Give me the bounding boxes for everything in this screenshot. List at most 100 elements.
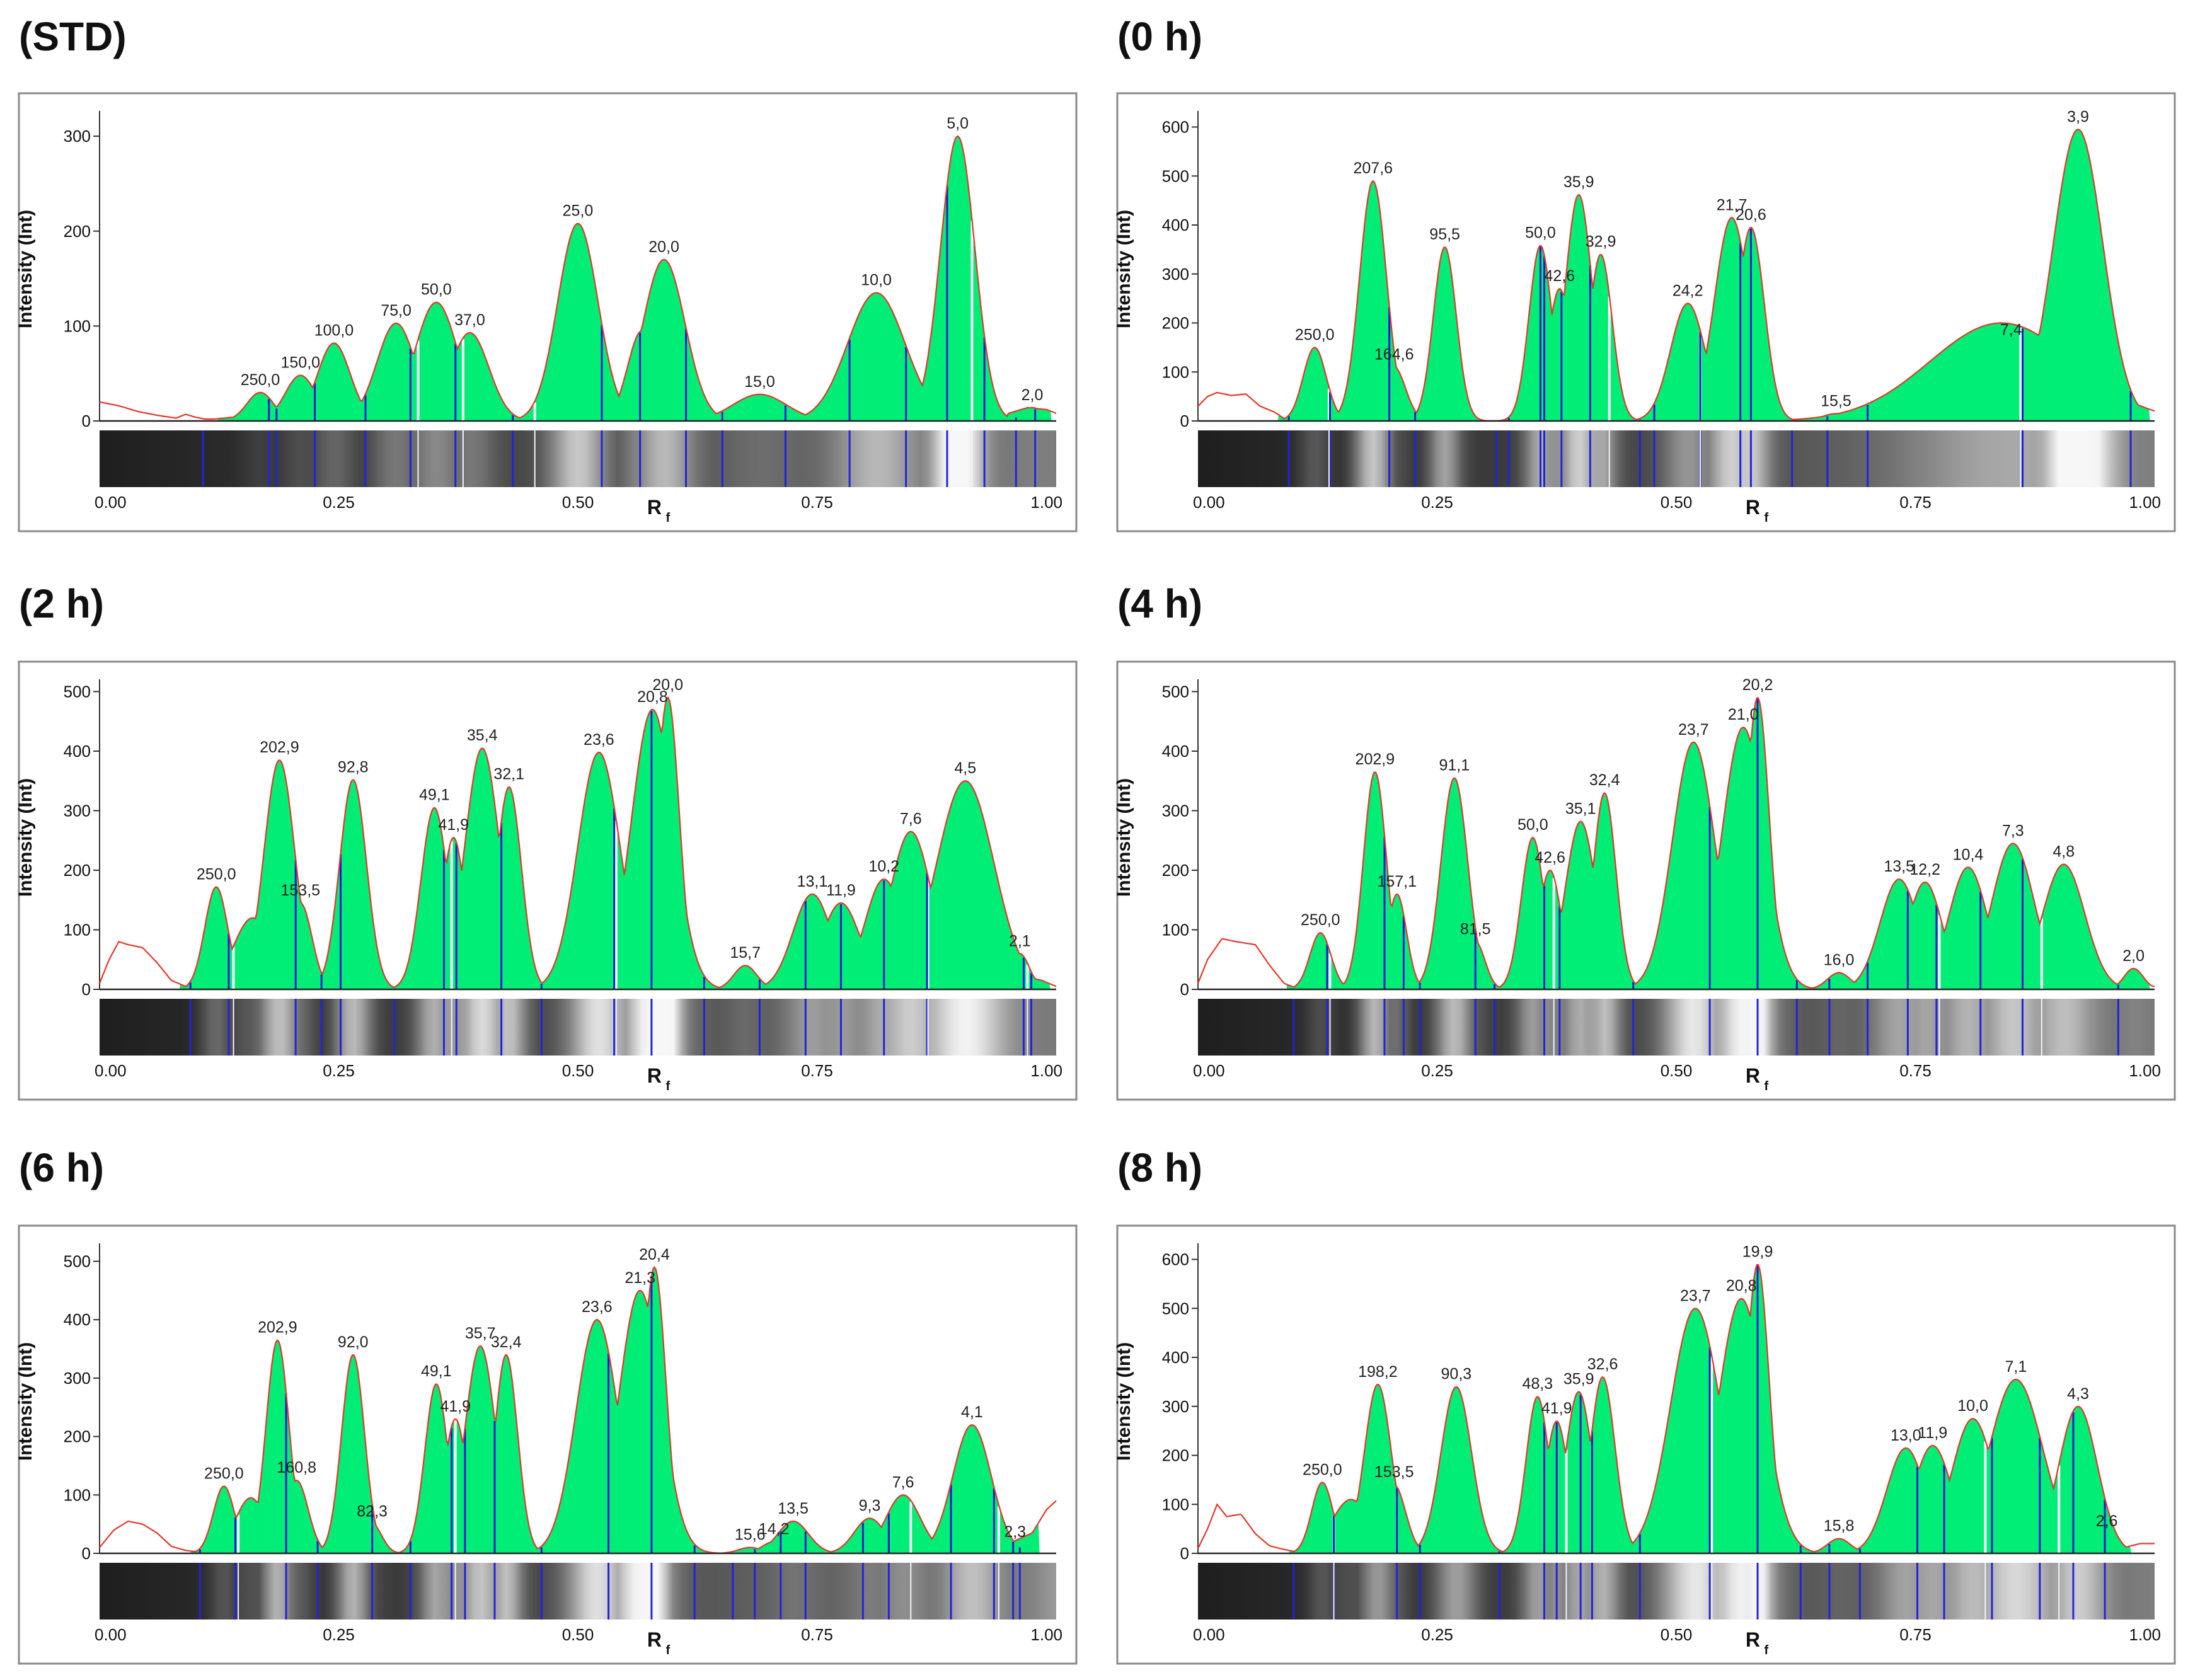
peak-label: 32,4 bbox=[491, 1333, 522, 1351]
peak-label: 250,0 bbox=[1303, 1461, 1342, 1478]
gel-strip bbox=[1198, 430, 2155, 487]
y-tick-label: 600 bbox=[1162, 118, 1189, 137]
y-tick-label: 400 bbox=[64, 742, 91, 761]
intensity-curve bbox=[1197, 129, 2155, 422]
peak-label: 207,6 bbox=[1354, 159, 1393, 177]
x-axis-label: R bbox=[647, 496, 662, 519]
peak-label: 15,0 bbox=[744, 373, 775, 391]
densitogram-panel-0: (STD) Intensity (Int) 0 100 200 300 250,0150,0… bbox=[15, 14, 1078, 532]
x-tick-label: 1.00 bbox=[2129, 1625, 2161, 1644]
x-tick-label: 0.75 bbox=[1899, 1061, 1932, 1080]
peak-label: 35,9 bbox=[1563, 1370, 1594, 1388]
densitogram-panel-4: (6 h) Intensity (Int) 0 100 200 300 400 500 250,… bbox=[15, 1145, 1078, 1665]
y-tick-label: 200 bbox=[1162, 314, 1189, 333]
peak-label: 250,0 bbox=[1295, 326, 1335, 343]
peak-label: 3,9 bbox=[2067, 108, 2089, 125]
y-tick-label: 0 bbox=[82, 980, 91, 999]
peak-label: 7,3 bbox=[2002, 822, 2024, 839]
y-axis-label: Intensity (Int) bbox=[1114, 210, 1134, 328]
x-tick-label: 0.25 bbox=[1421, 493, 1453, 512]
y-tick-label: 200 bbox=[64, 861, 91, 880]
y-tick-label: 500 bbox=[1162, 682, 1189, 701]
y-axis-label: Intensity (Int) bbox=[15, 210, 36, 328]
y-tick-label: 500 bbox=[64, 1252, 91, 1271]
y-axis-label: Intensity (Int) bbox=[15, 778, 36, 897]
peak-label: 41,9 bbox=[1541, 1400, 1572, 1417]
peak-label: 90,3 bbox=[1441, 1366, 1472, 1383]
x-tick-label: 0.25 bbox=[323, 1061, 355, 1080]
densitogram-panel-5: (8 h) Intensity (Int) 0 100 200 300 400 500 600 2… bbox=[1114, 1145, 2176, 1665]
gel-strip bbox=[100, 999, 1056, 1056]
peak-label: 15,5 bbox=[1821, 392, 1851, 410]
x-tick-label: 1.00 bbox=[1030, 493, 1062, 512]
densitogram-panel-3: (4 h) Intensity (Int) 0 100 200 300 400 500 250,… bbox=[1114, 581, 2176, 1101]
peak-label: 82,3 bbox=[357, 1503, 388, 1521]
x-tick-label: 0.25 bbox=[323, 493, 355, 512]
peak-label: 20,2 bbox=[1742, 676, 1773, 694]
gel-strip bbox=[100, 1563, 1056, 1620]
panel-title: (0 h) bbox=[1117, 14, 1202, 59]
panel-title: (4 h) bbox=[1117, 581, 1202, 626]
x-axis-label-subscript: f bbox=[665, 1079, 670, 1093]
x-axis-label-subscript: f bbox=[1764, 1079, 1768, 1093]
x-tick-label: 0.00 bbox=[1193, 1625, 1225, 1644]
x-tick-label: 0.50 bbox=[1661, 1061, 1693, 1080]
y-tick-label: 300 bbox=[64, 1369, 91, 1388]
intensity-curve bbox=[99, 1265, 1057, 1554]
x-tick-label: 0.50 bbox=[1661, 493, 1693, 512]
peak-label: 75,0 bbox=[381, 302, 412, 319]
peak-label: 100,0 bbox=[314, 321, 354, 339]
peak-label: 92,8 bbox=[338, 758, 369, 776]
y-tick-label: 100 bbox=[1162, 920, 1189, 939]
gel-strip bbox=[100, 430, 1056, 487]
x-tick-label: 0.50 bbox=[1661, 1625, 1693, 1644]
x-axis-label: R bbox=[647, 1064, 662, 1087]
y-tick-label: 400 bbox=[64, 1310, 91, 1329]
peak-area bbox=[1277, 129, 2150, 421]
peak-label: 35,9 bbox=[1563, 173, 1594, 191]
peak-label: 164,6 bbox=[1374, 345, 1414, 363]
peak-label: 23,7 bbox=[1678, 721, 1709, 739]
x-axis-label: R bbox=[647, 1628, 662, 1651]
peak-label: 15,7 bbox=[730, 944, 761, 962]
y-tick-label: 100 bbox=[64, 1485, 91, 1504]
peak-label: 4,3 bbox=[2067, 1385, 2089, 1403]
peak-label: 150,0 bbox=[280, 354, 320, 372]
peak-label: 32,6 bbox=[1587, 1355, 1618, 1373]
x-tick-label: 0.75 bbox=[801, 1625, 833, 1644]
peak-label: 7,1 bbox=[2005, 1358, 2027, 1376]
peak-label: 4,5 bbox=[954, 759, 976, 777]
peak-label: 13,5 bbox=[1884, 858, 1914, 875]
y-tick-label: 500 bbox=[1162, 166, 1189, 185]
x-tick-label: 0.00 bbox=[1193, 493, 1225, 512]
peak-label: 20,8 bbox=[637, 688, 668, 706]
peak-label: 42,6 bbox=[1534, 849, 1565, 866]
y-tick-label: 300 bbox=[1162, 801, 1189, 820]
y-axis-label: Intensity (Int) bbox=[1114, 1342, 1134, 1461]
peak-label: 41,9 bbox=[440, 1398, 471, 1415]
peak-label: 250,0 bbox=[1301, 911, 1340, 929]
y-tick-label: 300 bbox=[1162, 1397, 1189, 1416]
x-tick-label: 0.75 bbox=[1899, 1625, 1932, 1644]
x-tick-label: 1.00 bbox=[2129, 1061, 2161, 1080]
peak-area bbox=[190, 1267, 1040, 1553]
peak-label: 15,8 bbox=[1824, 1517, 1855, 1535]
y-tick-label: 100 bbox=[64, 920, 91, 939]
peak-label: 198,2 bbox=[1358, 1363, 1398, 1381]
x-tick-label: 1.00 bbox=[1030, 1061, 1062, 1080]
panel-title: (2 h) bbox=[19, 581, 104, 626]
peak-label: 250,0 bbox=[241, 371, 280, 389]
intensity-curve bbox=[99, 135, 1057, 420]
x-axis-label: R bbox=[1746, 496, 1760, 519]
y-tick-label: 300 bbox=[64, 127, 91, 146]
peak-label: 2,6 bbox=[2096, 1512, 2118, 1530]
x-axis-label-subscript: f bbox=[1764, 511, 1768, 525]
peak-label: 7,6 bbox=[900, 810, 922, 828]
peak-label: 50,0 bbox=[1525, 224, 1556, 242]
x-tick-label: 0.00 bbox=[95, 493, 127, 512]
peak-label: 49,1 bbox=[421, 1362, 452, 1380]
peak-label: 7,4 bbox=[2000, 321, 2022, 339]
peak-label: 81,5 bbox=[1460, 920, 1491, 938]
y-tick-label: 0 bbox=[82, 411, 91, 430]
peak-label: 10,0 bbox=[861, 272, 892, 289]
